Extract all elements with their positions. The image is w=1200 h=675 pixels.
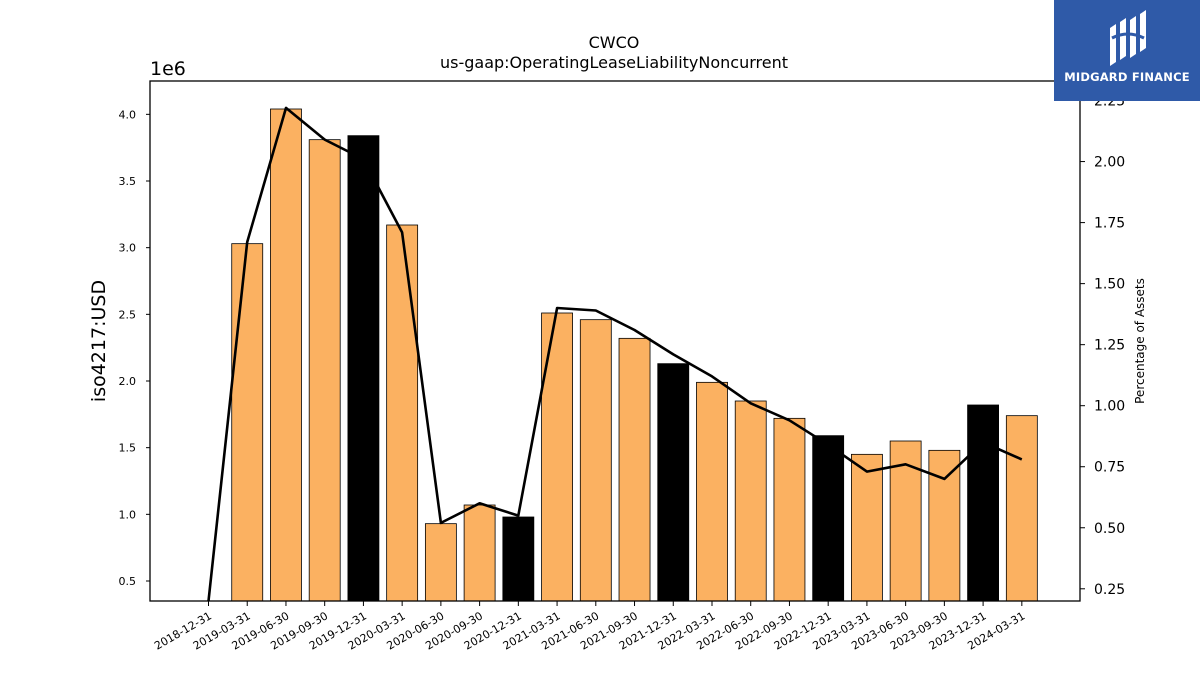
y2-tick-label: 0.75: [1094, 460, 1125, 476]
bar-2023-09-30: [928, 449, 961, 602]
y2-tick-label: 0.25: [1094, 582, 1125, 598]
bar-2022-03-31: [696, 381, 728, 602]
bar-2024-03-31: [1005, 415, 1038, 602]
bar-series: [231, 108, 1038, 602]
line-series: [207, 106, 1023, 602]
bar-2020-12-31: [502, 516, 535, 602]
bar-2022-09-30: [773, 417, 806, 602]
bar-2022-06-30: [734, 400, 767, 602]
y-tick-label: 1.5: [119, 442, 137, 455]
y-axis-label: iso4217:USD: [88, 280, 110, 402]
y2-tick-label: 2.00: [1094, 155, 1125, 171]
percentage-of-assets-line: [207, 106, 1023, 602]
y2-tick-label: 1.25: [1094, 338, 1125, 354]
y2-tick-label: 0.50: [1094, 521, 1125, 537]
bar-2022-12-31: [812, 435, 845, 602]
brand-name: MIDGARD FINANCE: [1064, 70, 1190, 84]
y2-tick-label: 1.50: [1094, 277, 1125, 293]
bar-2019-12-31: [347, 135, 380, 602]
y-axis-ticks: 0.5 1.0 1.5 2.0 2.5 3.0 3.5 4.0: [119, 108, 150, 588]
bar-2023-12-31: [967, 404, 999, 602]
bar-2019-03-31: [231, 243, 264, 602]
bar-2021-06-30: [579, 319, 612, 602]
y2-tick-label: 1.75: [1094, 216, 1125, 232]
bar-2019-09-30: [308, 139, 341, 602]
bar-2023-03-31: [851, 453, 883, 602]
y-tick-label: 2.0: [119, 375, 137, 388]
y-tick-label: 1.0: [119, 508, 137, 521]
y-tick-label: 3.0: [119, 242, 137, 255]
chart-subtitle: us-gaap:OperatingLeaseLiabilityNoncurren…: [440, 53, 788, 72]
y2-axis-ticks: 0.250.500.751.001.251.501.752.002.25: [1080, 94, 1125, 598]
y-tick-label: 3.5: [119, 175, 137, 188]
bar-2021-09-30: [618, 337, 651, 602]
bar-2020-03-31: [386, 224, 419, 602]
bar-2021-03-31: [541, 312, 573, 602]
y2-tick-label: 1.00: [1094, 399, 1125, 415]
y-scale-label: 1e6: [150, 58, 186, 80]
y-tick-label: 4.0: [119, 108, 137, 121]
bar-2021-12-31: [657, 363, 690, 602]
brand-logo: MIDGARD FINANCE: [1054, 0, 1200, 101]
plot-frame: [149, 80, 1081, 602]
chart-title: CWCO: [589, 33, 640, 52]
bar-2020-06-30: [424, 523, 457, 602]
midgard-logo-icon: [1110, 10, 1146, 66]
y2-axis-label: Percentage of Assets: [1133, 278, 1147, 404]
x-axis-ticks: 2018-12-312019-03-312019-06-302019-09-30…: [152, 601, 1027, 653]
y-tick-label: 0.5: [119, 575, 137, 588]
y-tick-label: 2.5: [119, 308, 137, 321]
bar-2020-09-30: [463, 504, 496, 602]
bar-2019-06-30: [270, 108, 302, 602]
